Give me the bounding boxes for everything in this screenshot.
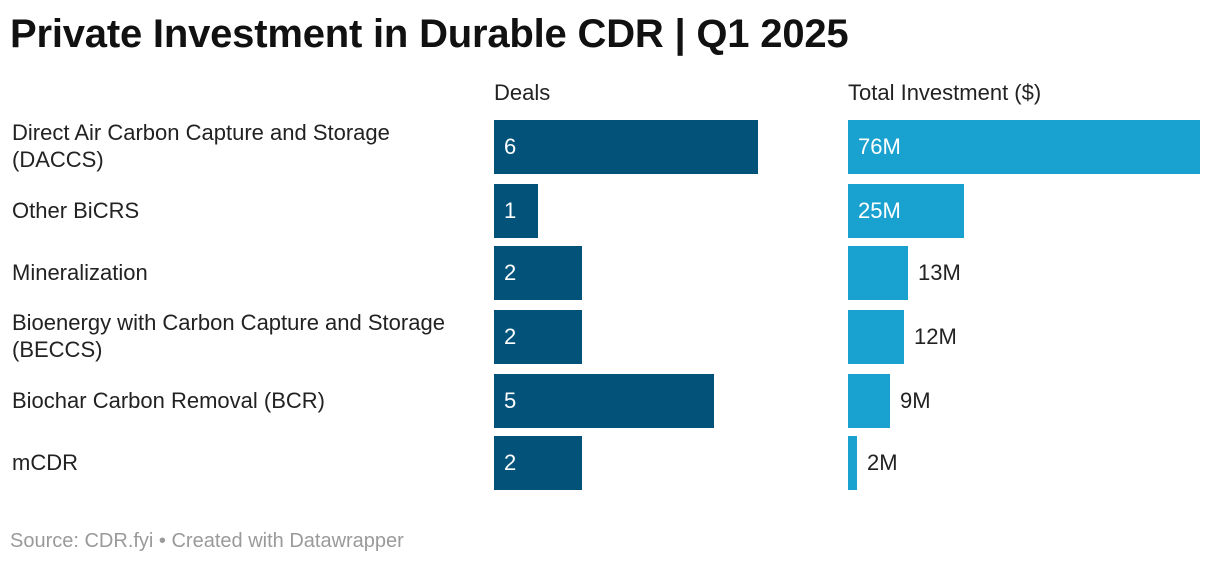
category-label: Direct Air Carbon Capture and Storage (D… <box>12 120 390 172</box>
deals-bar <box>494 120 758 174</box>
deals-bar <box>494 184 538 238</box>
deals-value-label: 2 <box>504 260 517 285</box>
category-label: Mineralization <box>12 259 148 285</box>
deals-value-label: 2 <box>504 324 517 349</box>
investment-column-header: Total Investment ($) <box>848 80 1042 105</box>
deals-value-label: 5 <box>504 388 517 413</box>
investment-value-label: 25M <box>858 198 901 223</box>
investment-value-label: 9M <box>900 388 931 413</box>
deals-column-header: Deals <box>494 80 551 105</box>
deals-bar <box>494 246 582 300</box>
category-label: Other BiCRS <box>12 197 140 223</box>
category-label: mCDR <box>12 449 78 475</box>
investment-value-label: 76M <box>858 134 901 159</box>
deals-bar <box>494 310 582 364</box>
deals-bar <box>494 436 582 490</box>
deals-value-label: 6 <box>504 134 517 159</box>
investment-value-label: 2M <box>867 450 898 475</box>
investment-bar <box>848 120 1200 174</box>
source-note: Source: CDR.fyi • Created with Datawrapp… <box>10 530 404 552</box>
investment-value-label: 13M <box>918 260 961 285</box>
investment-bar <box>848 374 890 428</box>
investment-bar <box>848 184 964 238</box>
investment-value-label: 12M <box>914 324 957 349</box>
investment-bar <box>848 436 857 490</box>
deals-bar <box>494 374 714 428</box>
category-label: Bioenergy with Carbon Capture and Storag… <box>12 310 445 362</box>
deals-value-label: 1 <box>504 198 517 223</box>
deals-value-label: 2 <box>504 450 517 475</box>
chart-title: Private Investment in Durable CDR | Q1 2… <box>10 12 849 56</box>
category-label: Biochar Carbon Removal (BCR) <box>12 387 325 413</box>
investment-bar <box>848 310 904 364</box>
investment-bar <box>848 246 908 300</box>
